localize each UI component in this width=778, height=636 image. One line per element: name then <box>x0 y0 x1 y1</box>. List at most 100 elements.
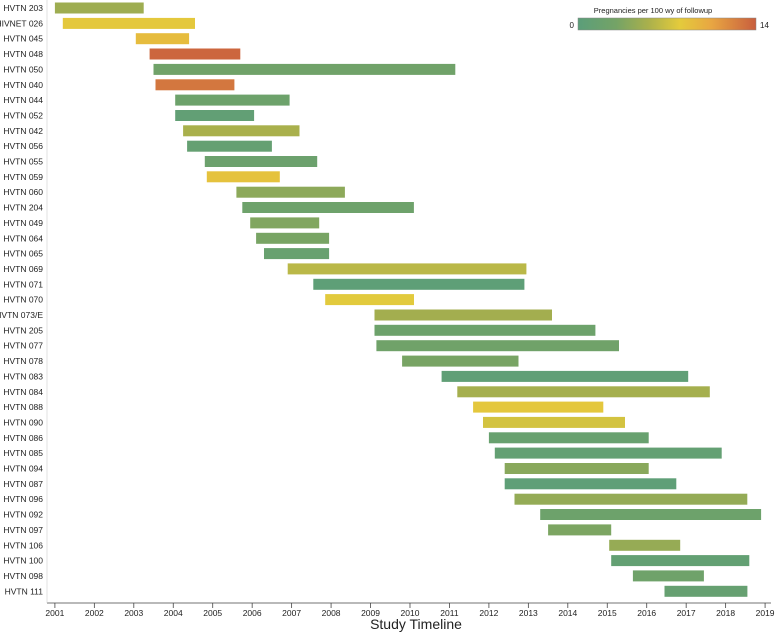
study-label: HVTN 064 <box>3 233 43 243</box>
x-axis-title: Study Timeline <box>370 616 462 632</box>
study-label: HVTN 044 <box>3 95 43 105</box>
study-label: HVTN 045 <box>3 34 43 44</box>
study-label: HVTN 203 <box>3 3 43 13</box>
bar-hvtn-073-e <box>374 309 552 321</box>
bar-hvtn-056 <box>187 140 272 152</box>
study-label: HVTN 069 <box>3 264 43 274</box>
study-label: HVTN 090 <box>3 417 43 427</box>
color-legend: Pregnancies per 100 wy of followup 0 14 <box>570 6 769 31</box>
study-label: HVTN 205 <box>3 325 43 335</box>
legend-title: Pregnancies per 100 wy of followup <box>594 6 712 15</box>
legend-colorbar <box>577 17 757 31</box>
study-label: HVTN 097 <box>3 525 43 535</box>
x-tick-label: 2018 <box>716 608 735 618</box>
bar-hvtn-055 <box>204 156 318 167</box>
bar-hvtn-098 <box>632 570 704 582</box>
x-tick-label: 2011 <box>440 608 459 618</box>
bar-hvtn-050 <box>153 63 456 75</box>
bar-hvtn-064 <box>256 232 330 244</box>
bar-hvtn-042 <box>183 125 300 137</box>
study-labels: HVTN 203 HIVNET 026 HVTN 045 HVTN 048 HVTN 0… <box>0 3 43 596</box>
bar-hvtn-059 <box>206 171 280 183</box>
study-label: HVTN 092 <box>3 510 43 520</box>
bar-hvtn-045 <box>135 33 190 45</box>
study-label: HVTN 065 <box>3 249 43 259</box>
study-label: HVTN 111 <box>5 586 44 596</box>
bar-hvtn-044 <box>175 94 290 106</box>
study-label: HVTN 087 <box>3 479 43 489</box>
x-tick-label: 2012 <box>479 608 498 618</box>
study-label: HVTN 204 <box>3 203 43 213</box>
bar-hivnet-026 <box>62 17 195 29</box>
bar-hvtn-083 <box>441 370 689 382</box>
study-label: HVTN 106 <box>3 540 43 550</box>
study-label: HVTN 060 <box>3 187 43 197</box>
x-tick-label: 2003 <box>124 608 143 618</box>
x-tick-label: 2004 <box>164 608 183 618</box>
study-label: HVTN 077 <box>3 341 43 351</box>
bar-hvtn-077 <box>376 340 619 352</box>
study-label: HVTN 078 <box>3 356 43 366</box>
study-label: HVTN 070 <box>3 295 43 305</box>
x-tick-label: 2007 <box>282 608 301 618</box>
x-tick-label: 2001 <box>45 608 64 618</box>
study-label: HVTN 094 <box>3 464 43 474</box>
x-tick-label: 2016 <box>637 608 656 618</box>
bar-hvtn-052 <box>175 110 255 121</box>
study-label: HVTN 098 <box>3 571 43 581</box>
study-label: HVTN 052 <box>3 111 43 121</box>
study-label: HVTN 073/E <box>0 310 43 320</box>
study-label: HVTN 040 <box>3 80 43 90</box>
bar-hvtn-069 <box>287 263 527 275</box>
study-label: HVTN 096 <box>3 494 43 504</box>
x-tick-label: 2014 <box>558 608 577 618</box>
x-tick-label: 2019 <box>756 608 775 618</box>
x-tick-label: 2017 <box>677 608 696 618</box>
bar-hvtn-100 <box>611 555 750 567</box>
bar-hvtn-096 <box>514 493 748 505</box>
bar-hvtn-085 <box>494 447 722 459</box>
x-axis-ticks: 2001 2002 2003 2004 2005 2006 2007 2008 2009 2010… <box>45 603 775 618</box>
x-tick-label: 2009 <box>361 608 380 618</box>
bar-hvtn-049 <box>250 217 320 229</box>
bar-hvtn-111 <box>664 585 748 597</box>
bar-hvtn-084 <box>457 386 710 398</box>
bar-hvtn-205 <box>374 324 596 336</box>
bar-hvtn-086 <box>488 432 649 444</box>
legend-min-label: 0 <box>570 21 575 30</box>
study-label: HVTN 071 <box>3 279 43 289</box>
study-label: HVTN 056 <box>3 141 43 151</box>
bar-hvtn-040 <box>155 79 235 91</box>
x-tick-label: 2005 <box>203 608 222 618</box>
bar-hvtn-048 <box>149 48 241 60</box>
bar-hvtn-088 <box>473 401 604 413</box>
x-tick-label: 2006 <box>243 608 262 618</box>
bar-hvtn-078 <box>402 355 519 367</box>
x-tick-label: 2013 <box>519 608 538 618</box>
bar-hvtn-070 <box>325 294 414 306</box>
legend-max-label: 14 <box>760 21 769 30</box>
study-label: HVTN 086 <box>3 433 43 443</box>
bar-hvtn-065 <box>264 248 330 260</box>
study-label: HVTN 085 <box>3 448 43 458</box>
study-label: HVTN 048 <box>3 49 43 59</box>
bar-hvtn-097 <box>548 524 612 536</box>
x-tick-label: 2002 <box>85 608 104 618</box>
study-bars <box>54 2 762 597</box>
bar-hvtn-092 <box>540 509 762 520</box>
bar-hvtn-203 <box>54 2 144 14</box>
study-label: HVTN 088 <box>3 402 43 412</box>
bar-hvtn-087 <box>504 478 677 490</box>
study-label: HVTN 055 <box>3 157 43 167</box>
study-label: HVTN 083 <box>3 371 43 381</box>
bar-hvtn-094 <box>504 463 649 474</box>
x-tick-label: 2008 <box>322 608 341 618</box>
study-label: HIVNET 026 <box>0 18 43 28</box>
study-label: HVTN 049 <box>3 218 43 228</box>
study-label: HVTN 050 <box>3 64 43 74</box>
bar-hvtn-090 <box>483 416 625 428</box>
study-label: HVTN 042 <box>3 126 43 136</box>
bar-hvtn-204 <box>242 202 414 213</box>
bar-hvtn-060 <box>236 186 345 198</box>
